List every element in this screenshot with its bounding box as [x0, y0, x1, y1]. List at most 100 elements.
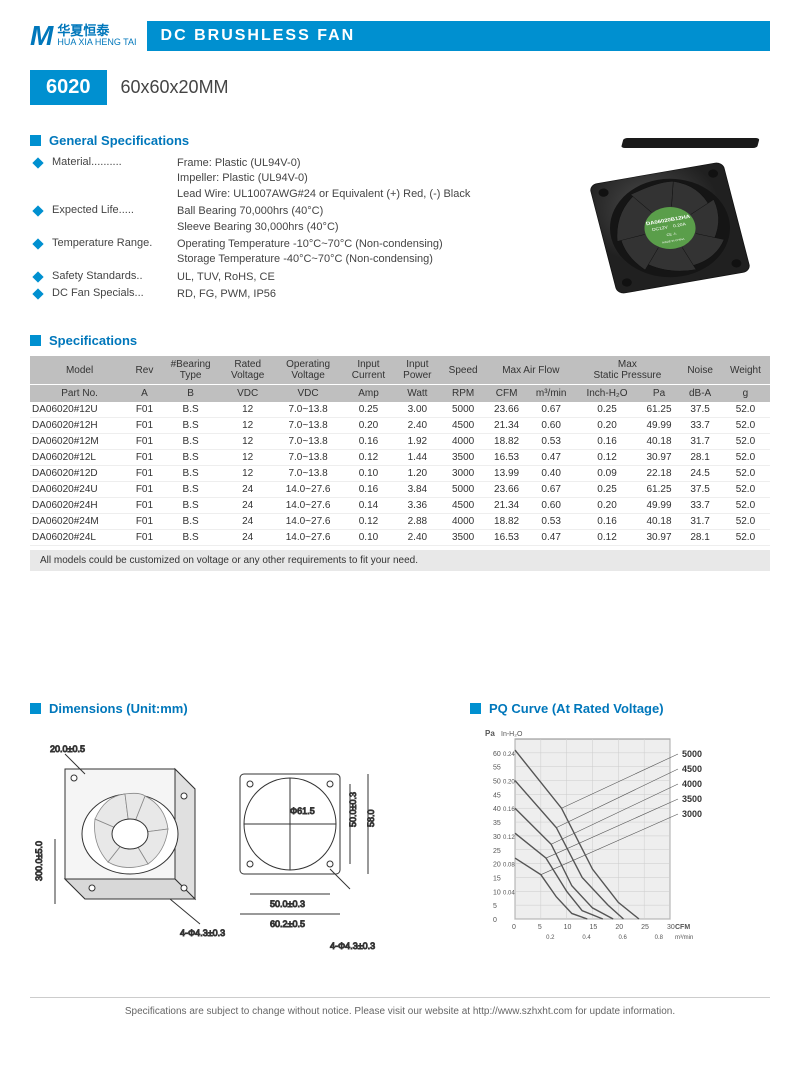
col-unit: dB-A — [679, 385, 720, 403]
page-title: DC BRUSHLESS FAN — [147, 21, 770, 51]
svg-text:50.0±0.3: 50.0±0.3 — [348, 792, 358, 827]
svg-text:10: 10 — [564, 924, 572, 931]
svg-text:Pa: Pa — [485, 729, 495, 738]
col-header: InputCurrent — [342, 356, 394, 385]
product-image: DA06020B12HA DC12V 0.20A CE ⚠ MADE IN CH… — [570, 123, 770, 323]
svg-text:Φ61.5: Φ61.5 — [290, 806, 315, 816]
col-unit: B — [160, 385, 222, 403]
brand-en: HUA XIA HENG TAI — [57, 38, 136, 48]
svg-text:0.12: 0.12 — [503, 835, 515, 841]
footer-note: Specifications are subject to change wit… — [30, 997, 770, 1017]
bullet-icon — [32, 206, 43, 217]
svg-text:4-Φ4.3±0.3: 4-Φ4.3±0.3 — [330, 941, 375, 951]
svg-text:0.24: 0.24 — [503, 752, 515, 758]
svg-text:0.16: 0.16 — [503, 807, 515, 813]
svg-text:5000: 5000 — [682, 749, 702, 759]
svg-text:0.6: 0.6 — [619, 935, 628, 941]
svg-text:45: 45 — [493, 792, 501, 799]
col-header: #BearingType — [160, 356, 222, 385]
svg-text:40: 40 — [493, 806, 501, 813]
col-unit: A — [129, 385, 160, 403]
svg-text:55: 55 — [493, 765, 501, 772]
svg-text:25: 25 — [493, 848, 501, 855]
col-unit: VDC — [274, 385, 342, 403]
svg-text:3000: 3000 — [682, 809, 702, 819]
svg-text:60.2±0.5: 60.2±0.5 — [270, 919, 305, 929]
bullet-icon — [32, 238, 43, 249]
spec-label: Temperature Range. — [52, 237, 177, 268]
svg-text:4-Φ4.3±0.3: 4-Φ4.3±0.3 — [180, 928, 225, 938]
spec-label: Expected Life..... — [52, 204, 177, 235]
table-row: DA06020#24HF01B.S2414.0~27.60.143.364500… — [30, 498, 770, 514]
svg-text:0: 0 — [493, 917, 497, 924]
logo: M 华夏恒泰 HUA XIA HENG TAI — [30, 20, 137, 52]
svg-text:5: 5 — [538, 924, 542, 931]
specs-table: ModelRev#BearingTypeRatedVoltageOperatin… — [30, 356, 770, 571]
model-dimensions: 60x60x20MM — [121, 77, 229, 98]
col-unit: Watt — [395, 385, 440, 403]
col-header: Max Air Flow — [486, 356, 575, 385]
col-unit: Amp — [342, 385, 394, 403]
spec-label: Material.......... — [52, 156, 177, 202]
section-dims: Dimensions (Unit:mm) — [30, 701, 440, 716]
svg-text:15: 15 — [590, 924, 598, 931]
svg-text:30: 30 — [667, 924, 675, 931]
table-row: DA06020#12UF01B.S127.0~13.80.253.0050002… — [30, 402, 770, 418]
header: M 华夏恒泰 HUA XIA HENG TAI DC BRUSHLESS FAN — [30, 20, 770, 52]
spec-row: DC Fan Specials...RD, FG, PWM, IP56 — [30, 287, 550, 302]
svg-text:50: 50 — [493, 779, 501, 786]
pq-chart: 0510152025303540455055600.040.080.120.16… — [470, 724, 730, 954]
svg-text:In-H₂O: In-H₂O — [501, 731, 523, 738]
col-header: Model — [30, 356, 129, 385]
svg-text:0: 0 — [512, 924, 516, 931]
table-row: DA06020#24MF01B.S2414.0~27.60.122.884000… — [30, 514, 770, 530]
spec-row: Safety Standards..UL, TUV, RoHS, CE — [30, 270, 550, 285]
svg-text:5: 5 — [493, 903, 497, 910]
col-unit: RPM — [440, 385, 486, 403]
svg-text:10: 10 — [493, 889, 501, 896]
svg-text:300.0±5.0: 300.0±5.0 — [34, 841, 44, 881]
svg-text:60: 60 — [493, 751, 501, 758]
svg-text:50.0±0.3: 50.0±0.3 — [270, 899, 305, 909]
model-row: 6020 60x60x20MM — [30, 70, 770, 105]
col-header: Rev — [129, 356, 160, 385]
spec-label: Safety Standards.. — [52, 270, 177, 285]
col-header: Weight — [721, 356, 770, 385]
spec-value: Ball Bearing 70,000hrs (40°C)Sleeve Bear… — [177, 204, 550, 235]
bullet-icon — [32, 288, 43, 299]
col-unit: Pa — [639, 385, 680, 403]
spec-value: Operating Temperature -10°C~70°C (Non-co… — [177, 237, 550, 268]
col-header: RatedVoltage — [221, 356, 273, 385]
col-header: InputPower — [395, 356, 440, 385]
bullet-icon — [32, 157, 43, 168]
svg-text:0.4: 0.4 — [582, 935, 591, 941]
section-pq: PQ Curve (At Rated Voltage) — [470, 701, 770, 716]
spec-value: Frame: Plastic (UL94V-0)Impeller: Plasti… — [177, 156, 550, 202]
svg-text:20: 20 — [493, 862, 501, 869]
table-row: DA06020#12LF01B.S127.0~13.80.121.4435001… — [30, 450, 770, 466]
general-specs-list: Material..........Frame: Plastic (UL94V-… — [30, 156, 550, 303]
svg-text:0.20: 0.20 — [503, 780, 515, 786]
spec-value: UL, TUV, RoHS, CE — [177, 270, 550, 285]
dimension-drawing: 20.0±0.5 300.0±5.0 50.0±0.3 58.0 Φ61.5 5… — [30, 724, 390, 964]
col-unit: m³/min — [527, 385, 575, 403]
col-header: OperatingVoltage — [274, 356, 342, 385]
svg-text:3500: 3500 — [682, 794, 702, 804]
table-row: DA06020#12DF01B.S127.0~13.80.101.2030001… — [30, 466, 770, 482]
spec-value: RD, FG, PWM, IP56 — [177, 287, 550, 302]
bullet-icon — [32, 271, 43, 282]
col-header: Noise — [679, 356, 720, 385]
svg-text:35: 35 — [493, 820, 501, 827]
col-header: MaxStatic Pressure — [575, 356, 679, 385]
col-header: Speed — [440, 356, 486, 385]
brand-cn: 华夏恒泰 — [57, 24, 136, 38]
svg-text:15: 15 — [493, 875, 501, 882]
svg-text:4500: 4500 — [682, 764, 702, 774]
table-row: DA06020#12HF01B.S127.0~13.80.202.4045002… — [30, 418, 770, 434]
svg-text:20: 20 — [615, 924, 623, 931]
table-row: DA06020#24UF01B.S2414.0~27.60.163.845000… — [30, 482, 770, 498]
col-unit: VDC — [221, 385, 273, 403]
col-unit: Part No. — [30, 385, 129, 403]
section-specs: Specifications — [30, 333, 770, 348]
spec-row: Material..........Frame: Plastic (UL94V-… — [30, 156, 550, 202]
